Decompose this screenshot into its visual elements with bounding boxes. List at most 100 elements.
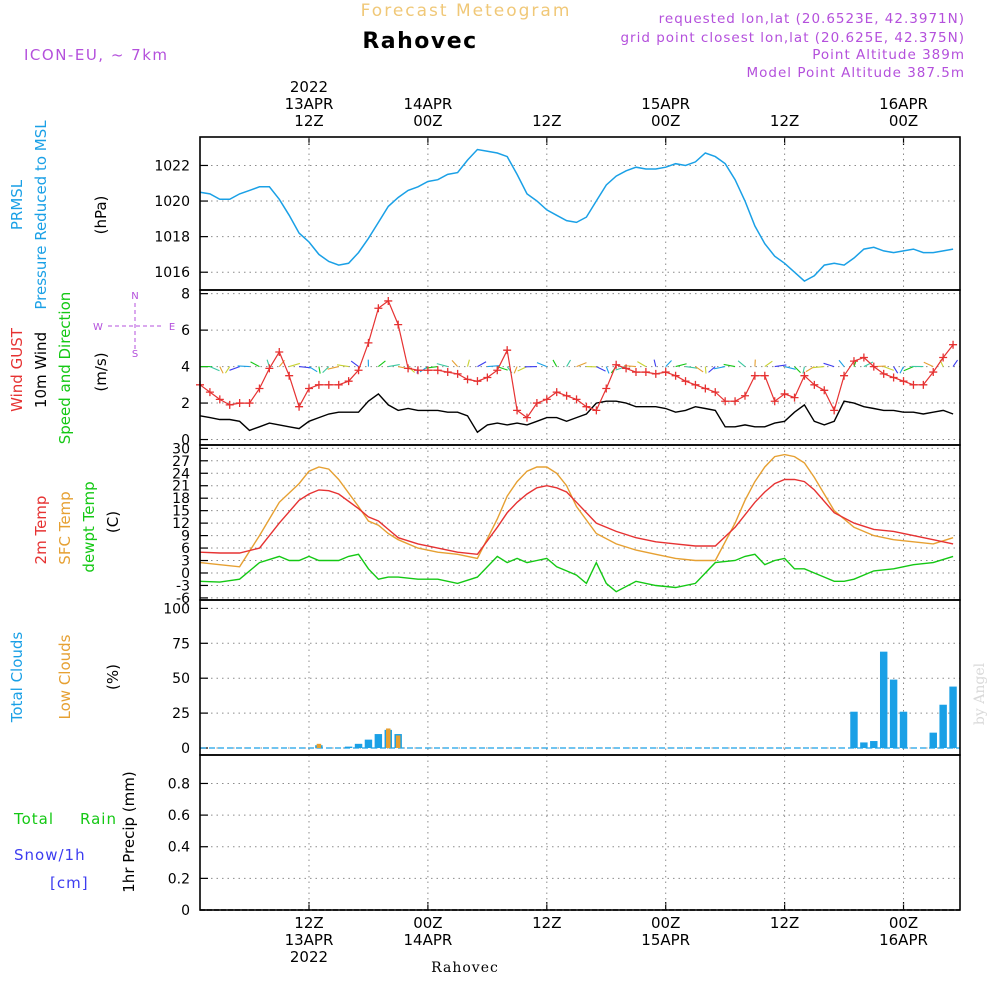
gust-marker: [761, 372, 769, 380]
location-title: Rahovec: [362, 29, 477, 54]
total-clouds-bar: [880, 652, 887, 748]
total-clouds-bar: [870, 741, 877, 748]
gust-marker: [473, 377, 481, 385]
bottom-time-label: 00Z: [413, 914, 442, 932]
gust-marker: [751, 372, 759, 380]
temperature-frame: [200, 445, 960, 600]
wind-direction-label: Speed and Direction: [56, 292, 74, 445]
wind-direction-arrow: [567, 360, 571, 367]
gust-marker: [830, 406, 838, 414]
gust-marker: [731, 397, 739, 405]
wind-direction-arrow: [477, 362, 486, 367]
total-clouds-label: Total Clouds: [8, 632, 26, 724]
pressure-frame: [200, 137, 960, 290]
pressure-line: [200, 150, 953, 282]
gust-marker: [315, 381, 323, 389]
gust-marker: [900, 377, 908, 385]
gust-marker: [305, 384, 313, 392]
gust-marker: [909, 381, 917, 389]
gust-marker: [414, 366, 422, 374]
wind-direction-arrow: [924, 362, 933, 366]
clouds-bars: [315, 652, 957, 748]
low-clouds-bar: [317, 744, 321, 748]
precip-y-tick: 0.6: [168, 808, 190, 824]
bottom-time-label: 14APR: [403, 931, 452, 949]
total-clouds-bar: [900, 712, 907, 748]
wind-direction-arrow: [537, 363, 547, 367]
wind-direction-arrow: [229, 367, 239, 371]
wind-direction-arrow: [709, 367, 716, 373]
wind-direction-arrow: [251, 362, 260, 367]
clouds-grid: [200, 600, 960, 755]
low-clouds-label: Low Clouds: [56, 634, 74, 719]
pressure-y-tick: 1018: [154, 230, 190, 246]
dewpt-label: dewpt Temp: [80, 481, 98, 572]
wind-frame: [200, 290, 960, 445]
gust-marker: [820, 386, 828, 394]
low-clouds-bar: [386, 728, 390, 748]
gust-marker: [384, 297, 392, 305]
gust-marker: [285, 372, 293, 380]
temperature-unit: (C): [104, 511, 122, 533]
total-clouds-bar: [355, 744, 362, 748]
gust-marker: [632, 368, 640, 376]
wind-direction-arrow: [452, 360, 458, 366]
gust-marker: [394, 321, 402, 329]
precip-y-ticks: 00.20.40.60.8: [168, 776, 208, 919]
clouds-y-tick: 50: [172, 671, 190, 687]
precip-y-tick: 0.2: [168, 871, 190, 887]
pressure-label: PRMSL: [8, 179, 26, 230]
wind-direction-arrow: [765, 361, 773, 366]
wind-y-tick: 6: [181, 323, 190, 339]
total-clouds-bar: [890, 680, 897, 748]
dewpoint-line: [200, 554, 953, 591]
wind-grid: [200, 290, 960, 445]
wind-direction-arrow: [775, 365, 787, 367]
precip-snow-unit: [cm]: [50, 874, 89, 892]
gust-marker: [335, 381, 343, 389]
gust-marker: [404, 364, 412, 372]
precip-frame: [200, 755, 960, 910]
gust-marker: [444, 368, 452, 376]
wind-direction-arrow: [596, 367, 605, 371]
pressure-grid: [200, 137, 960, 290]
wind-direction-arrow: [884, 367, 894, 371]
gust-marker: [840, 372, 848, 380]
clouds-y-tick: 75: [172, 636, 190, 652]
wind-direction-arrow: [738, 361, 745, 367]
bottom-time-label: 2022: [290, 948, 328, 966]
gust-marker: [563, 392, 571, 400]
gust-marker: [265, 364, 273, 372]
gust-marker: [325, 381, 333, 389]
total-clouds-bar: [345, 747, 352, 748]
gust-marker: [602, 384, 610, 392]
top-time-label: 16APR: [879, 95, 928, 113]
total-clouds-bar: [949, 687, 956, 748]
compass-east: E: [169, 322, 175, 333]
pressure-unit: (hPa): [92, 196, 110, 235]
temperature-grid: [200, 445, 960, 600]
gust-marker: [275, 348, 283, 356]
wind-y-tick: 2: [181, 396, 190, 412]
wind-y-tick: 4: [181, 360, 190, 376]
point-altitude: Point Altitude 389m: [812, 47, 965, 63]
bottom-time-label: 00Z: [889, 914, 918, 932]
gust-marker: [672, 372, 680, 380]
precip-axis-label: 1hr Precip (mm): [120, 771, 138, 892]
gust-marker: [255, 384, 263, 392]
top-time-label: 00Z: [889, 112, 918, 130]
gust-marker: [652, 370, 660, 378]
precip-snow-label: Snow/1h: [14, 846, 86, 864]
bottom-time-label: 13APR: [285, 931, 334, 949]
bottom-time-label: 12Z: [532, 914, 561, 932]
top-time-label: 12Z: [770, 112, 799, 130]
gust-marker: [533, 399, 541, 407]
total-clouds-bar: [930, 733, 937, 748]
low-clouds-bar: [396, 735, 400, 748]
gust-marker: [592, 406, 600, 414]
wind-direction-arrow: [637, 362, 645, 367]
